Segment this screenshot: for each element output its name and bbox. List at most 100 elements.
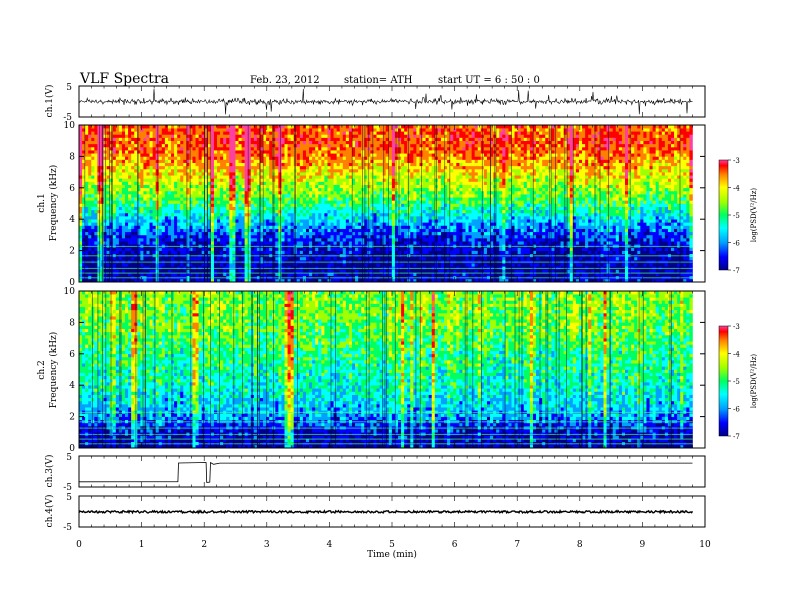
spec-cell: [214, 163, 217, 166]
spec-cell: [303, 235, 306, 238]
spec-cell: [143, 207, 146, 210]
spec-cell: [275, 147, 278, 150]
spec-cell: [337, 128, 340, 131]
spec-cell: [79, 163, 82, 166]
spec-cell: [312, 156, 315, 159]
spec-cell: [192, 163, 195, 166]
spec-cell: [337, 156, 340, 159]
spec-cell: [180, 241, 183, 244]
spec-cell: [159, 153, 162, 156]
spec-cell: [251, 257, 254, 260]
spec-cell: [168, 257, 171, 260]
spec-cell: [174, 222, 177, 225]
spec-cell: [94, 235, 97, 238]
spec-cell: [91, 128, 94, 131]
spec-cell: [85, 216, 88, 219]
spec-cell: [312, 147, 315, 150]
spec-cell: [324, 229, 327, 232]
spec-cell: [113, 194, 116, 197]
spec-cell: [275, 247, 278, 250]
spec-cell: [370, 257, 373, 260]
spec-cell: [303, 153, 306, 156]
spec-cell: [377, 194, 380, 197]
spec-cell: [146, 200, 149, 203]
spec-cell: [153, 251, 156, 254]
spec-cell: [168, 160, 171, 163]
spec-cell: [113, 131, 116, 134]
spec-cell: [254, 213, 257, 216]
spec-cell: [251, 200, 254, 203]
spec-cell: [211, 185, 214, 188]
spec-cell: [150, 191, 153, 194]
spec-cell: [171, 235, 174, 238]
spec-cell: [321, 207, 324, 210]
spec-cell: [116, 182, 119, 185]
spec-cell: [199, 213, 202, 216]
spec-cell: [346, 229, 349, 232]
spec-cell: [327, 178, 330, 181]
spec-cell: [168, 144, 171, 147]
spec-cell: [146, 153, 149, 156]
spec-cell: [226, 213, 229, 216]
spec-cell: [183, 172, 186, 175]
spec-cell: [171, 138, 174, 141]
spec-cell: [119, 247, 122, 250]
spec-cell: [162, 232, 165, 235]
spec-cell: [275, 229, 278, 232]
spec-cell: [125, 147, 128, 150]
spec-cell: [303, 257, 306, 260]
spec-cell: [303, 232, 306, 235]
spec-cell: [337, 263, 340, 266]
spec-cell: [85, 247, 88, 250]
spec-cell: [380, 153, 383, 156]
spec-cell: [235, 172, 238, 175]
spec-cell: [245, 166, 248, 169]
spec-cell: [306, 125, 309, 128]
spec-cell: [168, 219, 171, 222]
spec-cell: [331, 166, 334, 169]
spec-cell: [150, 182, 153, 185]
spec-cell: [140, 238, 143, 241]
spec-cell: [321, 163, 324, 166]
spec-cell: [377, 241, 380, 244]
spec-cell: [315, 194, 318, 197]
spec-cell: [306, 232, 309, 235]
spec-cell: [377, 156, 380, 159]
spec-cell: [346, 225, 349, 228]
spec-cell: [254, 141, 257, 144]
spec-cell: [156, 210, 159, 213]
spec-cell: [223, 269, 226, 272]
spec-cell: [349, 131, 352, 134]
spec-cell: [196, 163, 199, 166]
spec-cell: [171, 178, 174, 181]
spec-cell: [300, 232, 303, 235]
spec-cell: [229, 194, 232, 197]
spec-cell: [235, 247, 238, 250]
spec-cell: [220, 134, 223, 137]
spec-cell: [312, 178, 315, 181]
spec-cell: [88, 166, 91, 169]
spec-cell: [214, 160, 217, 163]
spec-cell: [266, 156, 269, 159]
spec-cell: [327, 194, 330, 197]
spec-cell: [134, 197, 137, 200]
spec-cell: [327, 160, 330, 163]
spec-cell: [245, 147, 248, 150]
spec-cell: [383, 197, 386, 200]
spec-cell: [312, 188, 315, 191]
spec-cell: [346, 185, 349, 188]
spec-cell: [281, 241, 284, 244]
spec-cell: [180, 251, 183, 254]
spec-cell: [119, 210, 122, 213]
spec-cell: [312, 169, 315, 172]
spec-cell: [266, 141, 269, 144]
spec-cell: [183, 204, 186, 207]
spec-cell: [85, 166, 88, 169]
spec-cell: [116, 138, 119, 141]
spec-cell: [159, 225, 162, 228]
spec-cell: [91, 153, 94, 156]
spec-cell: [162, 156, 165, 159]
spec-cell: [223, 229, 226, 232]
spec-cell: [269, 128, 272, 131]
spec-cell: [168, 125, 171, 128]
